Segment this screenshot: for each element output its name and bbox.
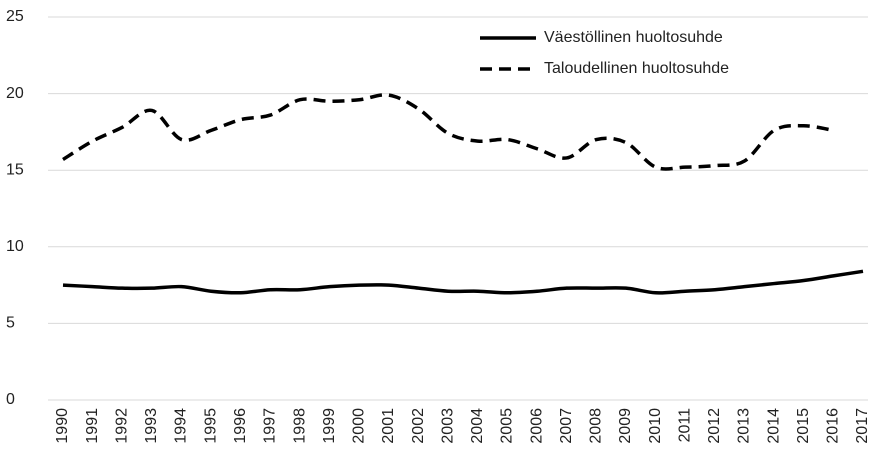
y-tick-label: 0 (6, 391, 15, 408)
x-tick-label: 1997 (262, 408, 279, 444)
x-tick-label: 2002 (410, 408, 427, 444)
x-tick-label: 2004 (469, 408, 486, 444)
y-tick-label: 20 (6, 85, 24, 102)
x-tick-label: 2007 (558, 408, 575, 444)
x-tick-label: 2012 (706, 408, 723, 444)
x-tick-label: 1996 (232, 408, 249, 444)
y-tick-label: 10 (6, 238, 24, 255)
x-tick-label: 1999 (321, 408, 338, 444)
x-tick-label: 2008 (588, 408, 605, 444)
x-tick-label: 2011 (676, 408, 693, 443)
y-tick-label: 5 (6, 315, 15, 332)
x-tick-label: 1995 (202, 408, 219, 444)
x-tick-label: 2016 (825, 408, 842, 444)
legend-label: Väestöllinen huoltosuhde (544, 29, 723, 46)
x-tick-label: 1994 (173, 408, 190, 444)
series-line (62, 269, 864, 295)
x-tick-label: 2010 (647, 408, 664, 444)
x-tick-label: 2013 (736, 408, 753, 444)
x-tick-label: 2003 (439, 408, 456, 444)
x-tick-label: 2005 (499, 408, 516, 444)
x-tick-label: 2015 (795, 408, 812, 444)
y-tick-label: 25 (6, 8, 24, 25)
x-tick-label: 1991 (84, 408, 101, 444)
x-tick-label: 1993 (143, 408, 160, 444)
y-tick-label: 15 (6, 161, 24, 178)
x-tick-label: 2001 (380, 408, 397, 444)
x-tick-label: 2000 (351, 408, 368, 444)
legend-label: Taloudellinen huoltosuhde (544, 60, 729, 77)
x-tick-label: 1990 (54, 408, 71, 444)
x-tick-label: 2009 (617, 408, 634, 444)
x-tick-label: 1998 (291, 408, 308, 444)
x-tick-label: 1992 (113, 408, 130, 444)
x-tick-label: 2014 (765, 408, 782, 444)
x-tick-label: 2017 (854, 408, 870, 444)
x-tick-label: 2006 (528, 408, 545, 444)
series-line (62, 93, 834, 171)
